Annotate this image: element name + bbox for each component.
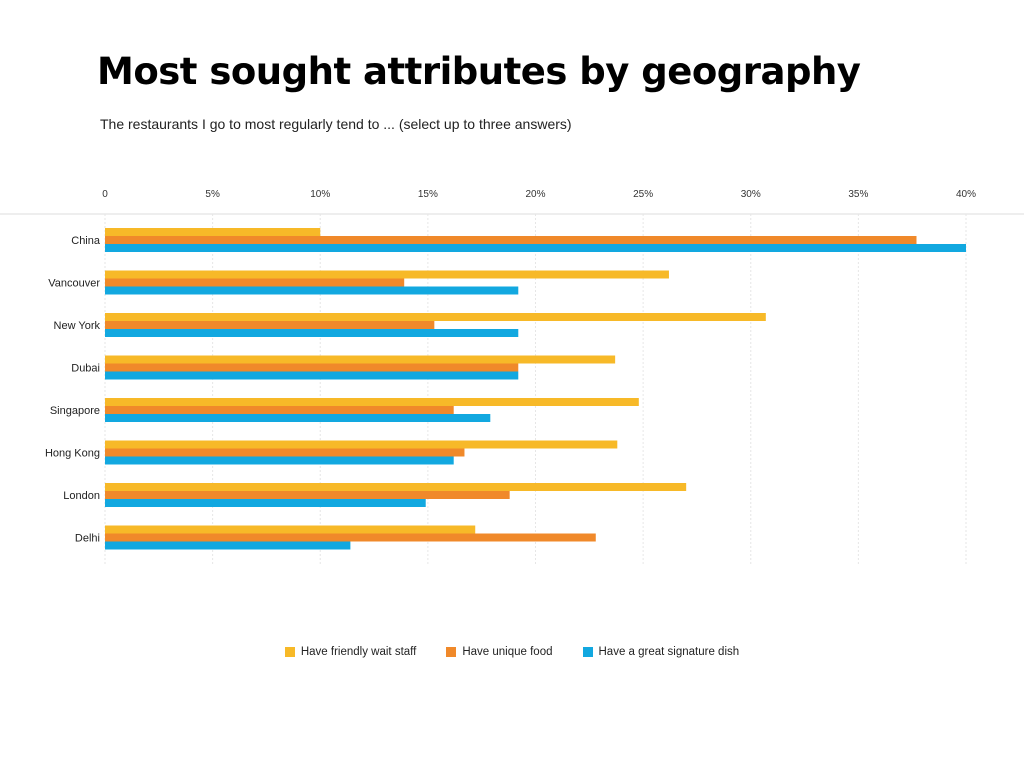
bar: [105, 363, 519, 372]
bar: [105, 414, 491, 422]
legend-label-unique-food: Have unique food: [462, 646, 553, 658]
x-tick-label: 0: [102, 189, 108, 200]
legend-item-signature-dish: Have a great signature dish: [582, 646, 740, 658]
bar: [105, 533, 596, 542]
x-tick-label: 35%: [848, 189, 868, 200]
x-tick-label: 30%: [741, 189, 761, 200]
bar: [105, 398, 639, 406]
bar: [105, 541, 351, 550]
bar: [105, 406, 454, 414]
bar: [105, 491, 510, 499]
bar: [105, 244, 966, 252]
bar: [105, 236, 917, 244]
bar: [105, 329, 519, 337]
bar: [105, 270, 669, 279]
bar: [105, 483, 687, 491]
legend: Have friendly wait staff Have unique foo…: [0, 646, 1024, 658]
category-label: New York: [54, 320, 101, 332]
bar-chart: 0 5% 10% 15% 20% 25% 30% 35% 40% China Vancouver Ne…: [0, 189, 1024, 566]
category-label: Hong Kong: [45, 448, 100, 460]
legend-label-friendly-wait-staff: Have friendly wait staff: [300, 646, 417, 658]
bar: [105, 278, 405, 287]
category-label: Dubai: [71, 363, 100, 375]
category-label: China: [71, 235, 101, 247]
bar: [105, 371, 519, 380]
bar: [105, 313, 766, 321]
chart-subtitle: The restaurants I go to most regularly t…: [100, 116, 572, 132]
legend-label-signature-dish: Have a great signature dish: [598, 646, 740, 658]
bar: [105, 355, 616, 364]
bar: [105, 321, 435, 329]
legend-swatch-signature-dish: [582, 647, 593, 657]
bar: [105, 456, 454, 465]
x-tick-label: 10%: [310, 189, 330, 200]
bar: [105, 499, 426, 507]
bar: [105, 440, 618, 449]
legend-swatch-friendly-wait-staff: [284, 647, 295, 657]
chart-title: Most sought attributes by geography: [97, 50, 861, 93]
x-tick-label: 5%: [205, 189, 220, 200]
x-tick-label: 40%: [956, 189, 976, 200]
category-label: Vancouver: [48, 278, 100, 290]
category-label: Delhi: [75, 533, 100, 545]
x-tick-label: 15%: [418, 189, 438, 200]
legend-item-friendly-wait-staff: Have friendly wait staff: [284, 646, 417, 658]
category-label: Singapore: [50, 405, 100, 417]
bar: [105, 228, 321, 236]
bar: [105, 448, 465, 457]
bar: [105, 525, 476, 534]
bar: [105, 286, 519, 295]
legend-item-unique-food: Have unique food: [446, 646, 553, 658]
category-label: London: [63, 490, 100, 502]
x-tick-label: 20%: [525, 189, 545, 200]
legend-swatch-unique-food: [446, 647, 457, 657]
x-tick-label: 25%: [633, 189, 653, 200]
